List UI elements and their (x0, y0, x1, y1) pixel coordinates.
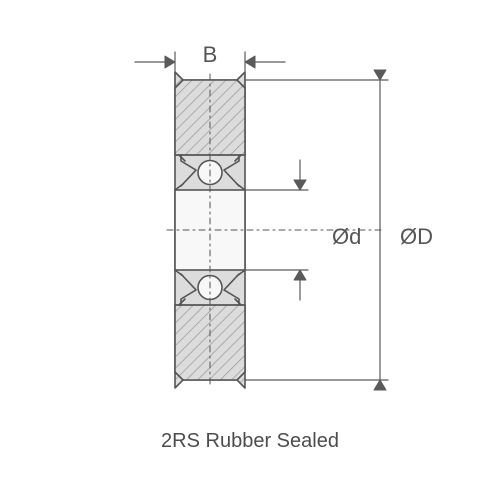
diagram-svg: B Ød ØD (0, 0, 500, 500)
svg-text:ØD: ØD (400, 224, 433, 249)
svg-text:B: B (203, 42, 218, 67)
bearing-diagram: B Ød ØD 2RS Rubber Sealed (0, 0, 500, 500)
svg-text:Ød: Ød (332, 224, 361, 249)
caption-text: 2RS Rubber Sealed (0, 430, 500, 453)
